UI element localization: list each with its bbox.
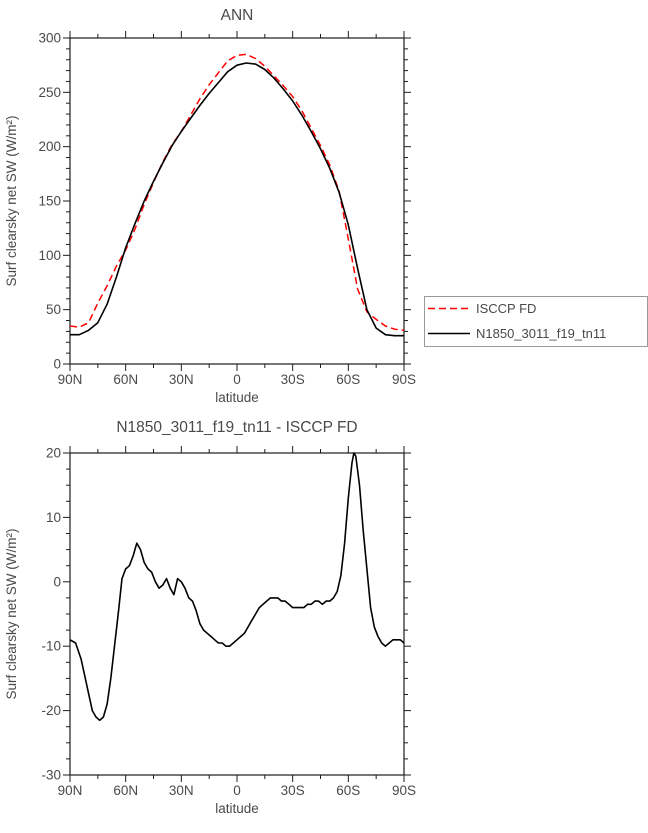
series-line-n1850-3011-f19-tn11 [70,62,404,337]
plot-frame [69,37,405,365]
bottom-y-axis-label: Surf clearsky net SW (W/m²) [4,528,19,699]
x-tick-label: 0 [233,372,241,387]
y-tick-label: 20 [46,446,61,461]
y-tick-label: 200 [38,139,61,154]
axis-ticks [63,31,411,371]
x-tick-label: 60S [336,372,360,387]
x-tick-label: 60S [336,783,360,798]
y-tick-label: 250 [38,85,61,100]
bottom-x-axis-label: latitude [215,801,259,816]
legend-label: N1850_3011_f19_tn11 [476,326,606,341]
y-tick-label: -10 [41,639,61,654]
x-tick-label: 90N [58,372,83,387]
x-tick-label: 60N [113,372,138,387]
y-tick-label: -20 [41,703,61,718]
x-tick-label: 90N [58,783,83,798]
top-chart-title: ANN [221,7,254,24]
top-x-axis-label: latitude [215,390,259,405]
tick-labels: 90N 60N 30N 0 30S 60S 90S 0 50 100 150 200 250 300 [38,31,416,388]
x-tick-label: 0 [233,783,241,798]
plot-frame [69,452,405,776]
bottom-chart-svg: N1850_3011_f19_tn11 - ISCCP FD latitude … [4,419,416,816]
top-chart-svg: ANN latitude Surf clearsky net SW (W/m²)… [4,7,648,405]
legend-box [424,296,648,347]
y-tick-label: 50 [46,302,61,317]
y-tick-label: 0 [53,574,61,589]
y-tick-label: -30 [41,768,61,783]
y-tick-label: 150 [38,194,61,209]
bottom-chart-title: N1850_3011_f19_tn11 - ISCCP FD [116,419,357,436]
y-tick-label: 10 [46,510,61,525]
x-tick-label: 90S [392,783,416,798]
series-line-isccp-fd [69,53,405,332]
x-tick-label: 30N [169,783,194,798]
x-tick-label: 30S [281,783,305,798]
x-tick-label: 90S [392,372,416,387]
legend-label: ISCCP FD [476,301,536,316]
series-line-n1850-3011-f19-tn11-isccp-fd [69,452,405,722]
top-y-axis-label: Surf clearsky net SW (W/m²) [4,115,19,286]
x-tick-label: 30S [281,372,305,387]
legend: ISCCP FD N1850_3011_f19_tn11 [424,296,648,347]
tick-labels: 90N 60N 30N 0 30S 60S 90S -30 -20 -10 0 10 20 [41,446,416,799]
y-tick-label: 0 [53,357,61,372]
y-tick-label: 100 [38,248,61,263]
x-tick-label: 60N [113,783,138,798]
y-tick-label: 300 [38,31,61,46]
x-tick-label: 30N [169,372,194,387]
axis-ticks [63,446,411,782]
